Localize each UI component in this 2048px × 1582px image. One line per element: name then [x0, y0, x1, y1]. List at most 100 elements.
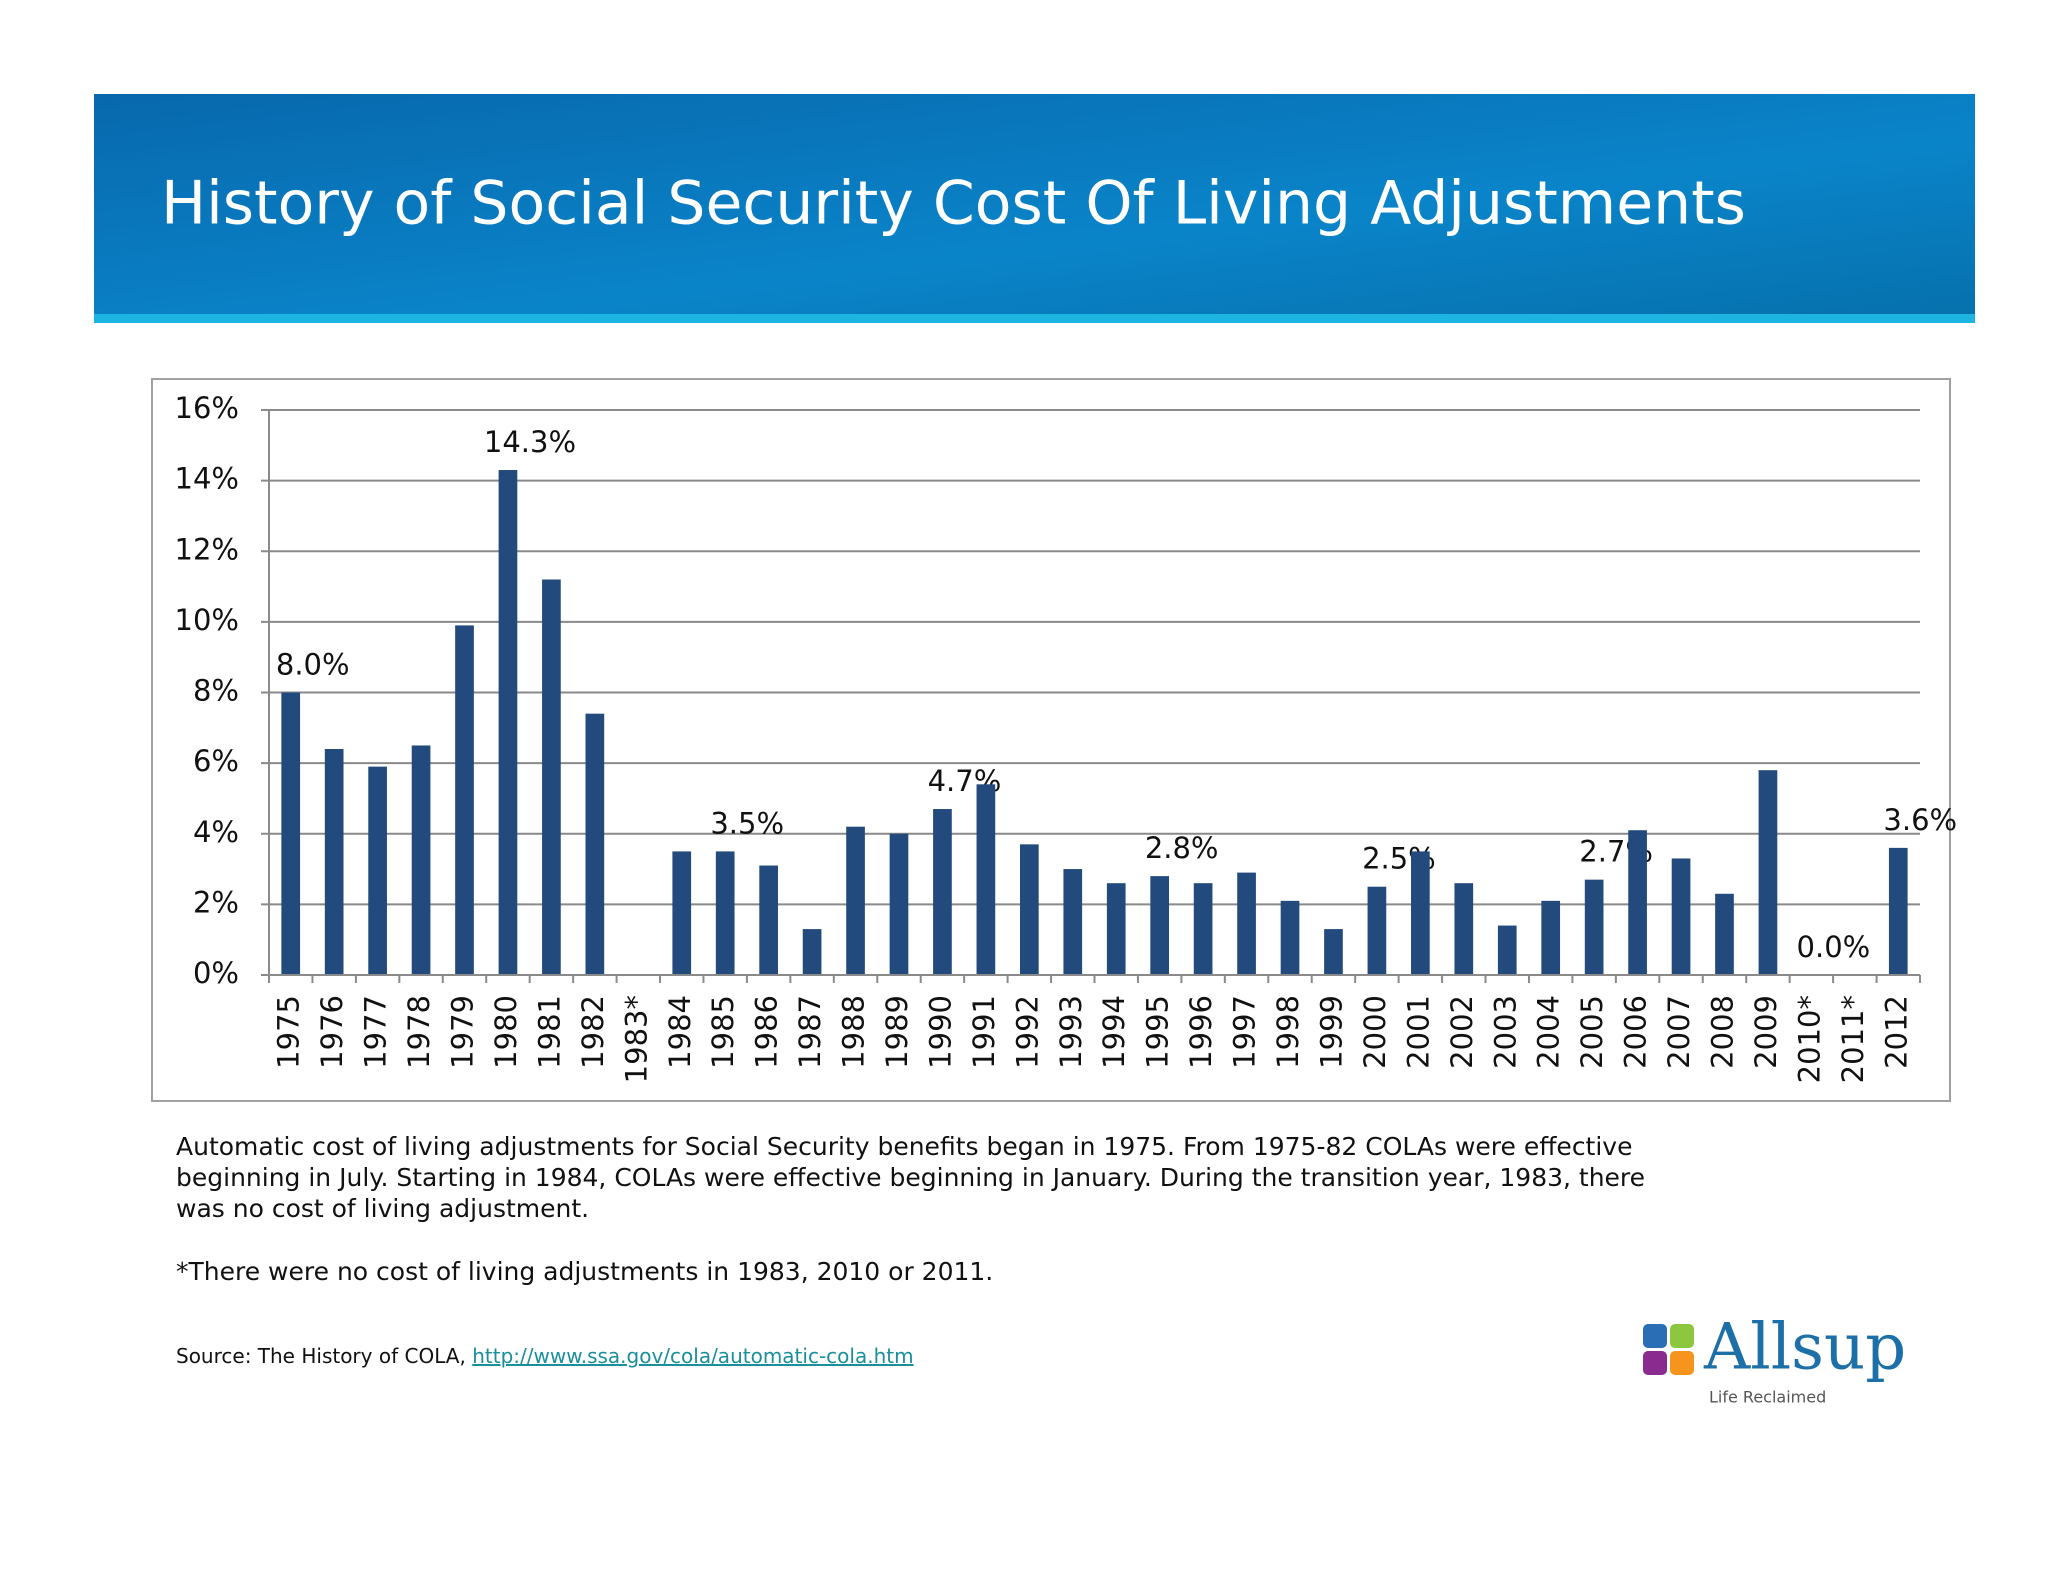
x-tick-label: 2003: [1488, 995, 1522, 1069]
x-tick-label: 1989: [880, 995, 914, 1069]
x-tick-label: 2004: [1532, 995, 1566, 1069]
bar: [976, 784, 996, 975]
x-tick-label: 2009: [1749, 995, 1783, 1069]
y-tick-label: 8%: [193, 674, 239, 708]
x-tick-label: 2001: [1401, 995, 1435, 1069]
x-tick-label: 1988: [837, 995, 871, 1069]
data-label: 0.0%: [1797, 930, 1871, 964]
x-tick-label: 1975: [272, 995, 306, 1069]
x-tick-label: 1995: [1141, 995, 1175, 1069]
data-label: 3.5%: [710, 806, 784, 840]
bar: [672, 851, 692, 975]
bar: [1628, 830, 1647, 975]
x-tick-label: 1990: [923, 995, 957, 1069]
x-tick-label: 1984: [663, 995, 697, 1069]
bar: [1584, 879, 1604, 975]
logo-tagline: Life Reclaimed: [1709, 1388, 1826, 1407]
source-text: Source: The History of COLA,: [176, 1344, 472, 1368]
y-tick-label: 4%: [193, 815, 239, 849]
x-tick-label: 2011*: [1836, 995, 1870, 1083]
y-tick-label: 10%: [175, 603, 239, 637]
bar: [1888, 847, 1908, 975]
bar: [368, 766, 387, 975]
x-tick-label: 2006: [1619, 995, 1653, 1069]
bar: [1411, 851, 1430, 975]
logo-name: Allsup: [1703, 1311, 1906, 1385]
x-tick-label: 2000: [1358, 995, 1392, 1069]
x-tick-label: 1986: [750, 995, 784, 1069]
x-tick-label: 1993: [1054, 995, 1088, 1069]
note-line: beginning in July. Starting in 1984, COL…: [176, 1163, 1645, 1192]
source-link[interactable]: http://www.ssa.gov/cola/automatic-cola.h…: [472, 1344, 913, 1368]
y-tick-label: 14%: [175, 462, 239, 496]
y-tick-label: 12%: [175, 532, 239, 566]
footnote: *There were no cost of living adjustment…: [176, 1257, 993, 1286]
bar: [1193, 883, 1213, 975]
x-tick-label: 1997: [1228, 995, 1262, 1069]
slide-title: History of Social Security Cost Of Livin…: [161, 169, 1746, 239]
x-tick-label: 1991: [967, 995, 1001, 1069]
bar: [1324, 929, 1343, 975]
note-line: Automatic cost of living adjustments for…: [176, 1132, 1632, 1161]
data-label: 8.0%: [276, 648, 350, 682]
bar: [1671, 858, 1691, 975]
bar: [1367, 886, 1387, 975]
x-tick-label: 1994: [1097, 995, 1131, 1069]
bar: [715, 851, 735, 975]
x-tick-label: 2005: [1575, 995, 1609, 1069]
bar: [802, 929, 822, 975]
x-tick-label: 1977: [359, 995, 393, 1069]
y-tick-label: 16%: [175, 391, 239, 425]
data-label: 3.6%: [1883, 803, 1957, 837]
chart: 0% 2% 4% 6% 8% 10% 12% 14% 16% 1975 8.0% 1976 1977 19…: [175, 391, 1958, 1083]
header-stripe: [94, 314, 1975, 323]
bar: [1063, 869, 1083, 975]
x-tick-label: 1985: [706, 995, 740, 1069]
bar: [542, 579, 561, 975]
bar: [1497, 925, 1517, 975]
data-label: 2.8%: [1145, 831, 1219, 865]
chart-frame: [151, 378, 1951, 1102]
bar: [455, 625, 474, 975]
bar: [498, 470, 518, 975]
source: Source: The History of COLA, http://www.…: [176, 1344, 914, 1368]
x-tick-label: 2008: [1705, 995, 1739, 1069]
bar: [1280, 900, 1300, 975]
x-tick-label: 1983*: [619, 995, 653, 1083]
bar: [889, 833, 909, 975]
bar: [585, 713, 605, 975]
x-tick-label: 1987: [793, 995, 827, 1069]
x-tick-label: 1980: [489, 995, 523, 1069]
x-tick-label: 1979: [446, 995, 480, 1069]
y-tick-label: 6%: [193, 744, 239, 778]
logo-mark: [1643, 1324, 1694, 1375]
bar: [1106, 883, 1126, 975]
bar: [324, 749, 344, 975]
x-tick-label: 1982: [576, 995, 610, 1069]
bar: [411, 745, 431, 975]
bar: [933, 809, 952, 975]
x-tick-label: 2010*: [1792, 995, 1826, 1083]
bar: [1758, 770, 1778, 975]
bar: [1454, 883, 1474, 975]
bar: [281, 692, 301, 975]
x-tick-label: 1978: [402, 995, 436, 1069]
x-tick-label: 1999: [1314, 995, 1348, 1069]
data-label: 14.3%: [484, 425, 576, 459]
note-line: was no cost of living adjustment.: [176, 1194, 589, 1223]
bar: [1019, 844, 1039, 975]
bar: [1541, 900, 1561, 975]
bar: [846, 826, 865, 975]
x-tick-label: 1992: [1010, 995, 1044, 1069]
bar: [1715, 893, 1734, 975]
x-tick-label: 1996: [1184, 995, 1218, 1069]
bar: [1237, 872, 1256, 975]
x-tick-label: 1998: [1271, 995, 1305, 1069]
x-tick-label: 2007: [1662, 995, 1696, 1069]
x-tick-label: 1981: [532, 995, 566, 1069]
header-band: [94, 94, 1975, 314]
bar: [1150, 876, 1170, 975]
x-tick-label: 2002: [1445, 995, 1479, 1069]
y-tick-label: 0%: [193, 956, 239, 990]
